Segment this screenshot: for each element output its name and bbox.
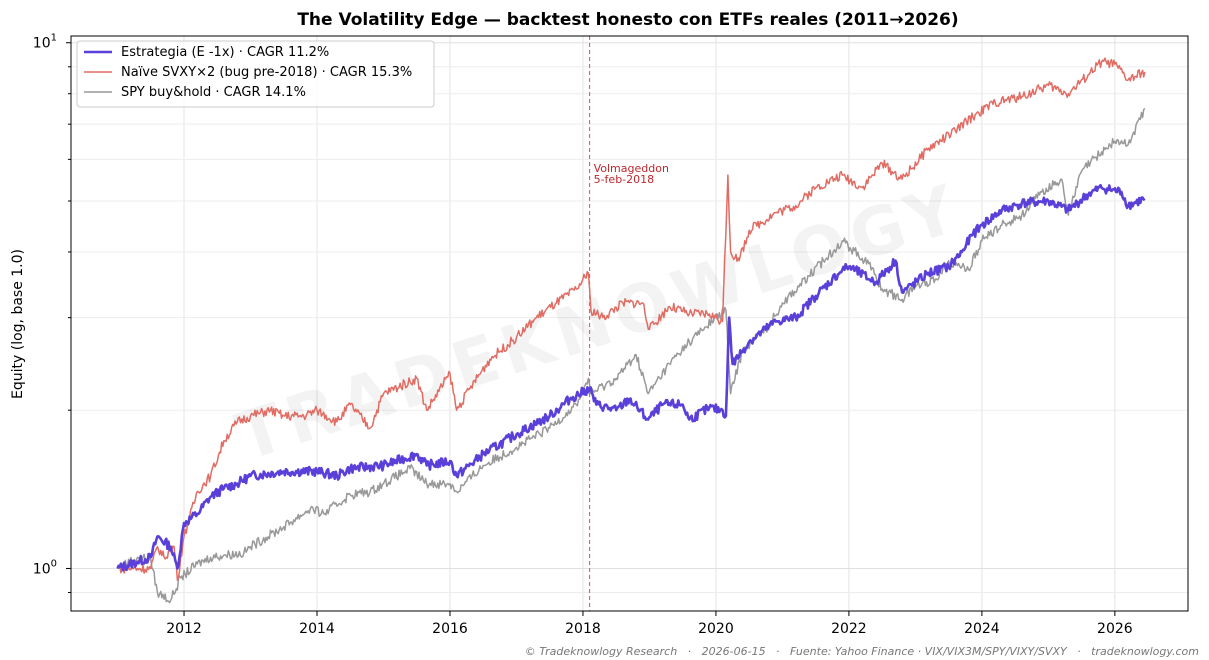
series-line-1 bbox=[116, 57, 1146, 581]
y-axis-label: Equity (log, base 1.0) bbox=[10, 249, 26, 399]
annotation-label: 5-feb-2018 bbox=[594, 173, 655, 186]
x-tick-label: 2014 bbox=[299, 621, 335, 637]
legend-entry-0: Estrategia (E -1x) · CAGR 11.2% bbox=[121, 45, 329, 60]
annotation-label: Volmageddon bbox=[594, 162, 669, 175]
legend: Estrategia (E -1x) · CAGR 11.2% Naïve SVX… bbox=[76, 40, 435, 108]
x-tick-label: 2018 bbox=[565, 621, 601, 637]
series-line-2 bbox=[117, 107, 1146, 604]
chart-title: The Volatility Edge — backtest honesto c… bbox=[297, 10, 958, 30]
grid bbox=[71, 36, 1188, 611]
legend-box bbox=[76, 40, 435, 108]
plot-frame bbox=[70, 35, 1189, 612]
series-line-0 bbox=[116, 183, 1146, 572]
footer-credit: © Tradeknowlogy Research · 2026-06-15 · … bbox=[524, 645, 1199, 658]
x-tick-label: 2026 bbox=[1097, 621, 1133, 637]
y-axis: 100 101 bbox=[33, 33, 71, 594]
y-tick-label: 100 bbox=[33, 558, 57, 577]
x-tick-label: 2024 bbox=[964, 621, 1000, 637]
series-layer bbox=[116, 57, 1146, 604]
legend-entry-1: Naïve SVXY×2 (bug pre-2018) · CAGR 15.3% bbox=[121, 65, 412, 80]
watermark: TRADEKNOWLOGY bbox=[228, 169, 971, 476]
y-tick-label: 101 bbox=[33, 33, 57, 52]
x-tick-label: 2016 bbox=[432, 621, 468, 637]
x-tick-label: 2022 bbox=[831, 621, 867, 637]
x-tick-label: 2020 bbox=[698, 621, 734, 637]
x-tick-label: 2012 bbox=[166, 621, 202, 637]
x-axis: 2012 2014 2016 2018 2020 2022 2024 2026 bbox=[166, 611, 1133, 637]
legend-entry-2: SPY buy&hold · CAGR 14.1% bbox=[121, 85, 306, 100]
